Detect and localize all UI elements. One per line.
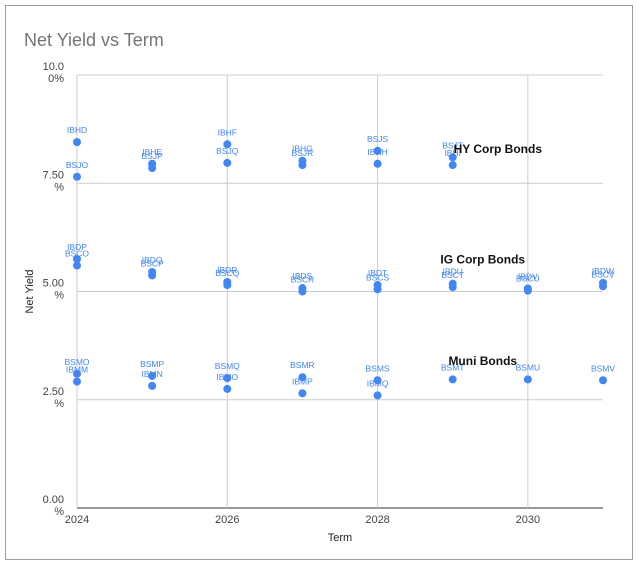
data-point-ibmp[interactable] (298, 389, 307, 398)
point-label-bsmp: BSMP (140, 359, 164, 369)
point-label-ibmm: IBMM (66, 365, 88, 375)
x-tick-label: 2024 (65, 514, 89, 526)
data-point-bscp[interactable] (148, 271, 157, 280)
point-label-ibdt: IBDT (368, 268, 387, 278)
data-point-ibhd[interactable] (73, 138, 81, 147)
y-tick-label: 10.0 (43, 61, 64, 73)
data-points (73, 138, 607, 400)
y-tick-label: 7.50 (43, 169, 64, 181)
point-label-bsmo: BSMO (64, 357, 89, 367)
y-tick-unit: % (54, 506, 64, 518)
data-point-bsjs[interactable] (373, 146, 382, 155)
point-label-bsjt: BSJT (442, 140, 463, 150)
point-label-ibds: IBDS (293, 271, 313, 281)
data-point-bsmv[interactable] (599, 376, 607, 385)
point-label-bsmq: BSMQ (215, 361, 240, 371)
point-label-ibdw: IBDW (592, 266, 614, 276)
point-label-bsmv: BSMV (591, 363, 615, 373)
data-point-bsmt[interactable] (448, 375, 457, 384)
y-tick-label: 5.00 (43, 278, 64, 290)
point-label-ibhi: IBHI (444, 148, 461, 158)
point-label-ibhd: IBHD (67, 125, 87, 135)
data-point-bsmr[interactable] (298, 373, 307, 382)
point-label-ibhf: IBHF (218, 127, 237, 137)
x-axis-ticks: 2024 2026 2028 2030 (65, 514, 540, 526)
point-label-bsmu: BSMU (516, 362, 541, 372)
data-point-ibhh[interactable] (373, 159, 382, 168)
y-axis-title: Net Yield (24, 269, 36, 313)
group-label: Muni Bonds (448, 354, 517, 368)
data-point-ibhf[interactable] (223, 140, 232, 149)
point-label-bsmt: BSMT (441, 362, 465, 372)
data-point-bscr[interactable] (298, 287, 307, 296)
point-label-ibmo: IBMO (216, 372, 238, 382)
point-label-ibmp: IBMP (292, 376, 313, 386)
data-point-bsmo[interactable] (73, 369, 81, 378)
group-label: IG Corp Bonds (440, 252, 525, 266)
point-label-ibdr: IBDR (217, 265, 237, 275)
data-point-bsct[interactable] (448, 283, 457, 292)
point-label-bsjs: BSJS (367, 134, 389, 144)
point-label-bsjr: BSJR (292, 148, 314, 158)
point-label-bscp: BSCP (141, 258, 164, 268)
y-tick-label: 0.00 (43, 494, 64, 506)
data-point-bsjt[interactable] (448, 153, 457, 162)
data-point-bsjr[interactable] (298, 161, 307, 170)
x-tick-label: 2030 (516, 514, 540, 526)
point-label-bsco: BSCO (65, 249, 89, 259)
point-label-ibhh: IBHH (367, 147, 387, 157)
point-label-ibhe: IBHE (142, 147, 162, 157)
group-labels: HY Corp Bonds IG Corp Bonds Muni Bonds (440, 142, 542, 368)
point-label-bscr: BSCR (291, 275, 315, 285)
chart-title: Net Yield vs Term (24, 30, 164, 50)
point-label-bsjo: BSJO (66, 160, 89, 170)
y-axis-ticks: 0.00%2.50%5.00%7.50%10.00% (43, 61, 65, 518)
y-tick-unit: % (54, 181, 64, 193)
y-tick-unit: % (54, 398, 64, 410)
data-point-bsjp[interactable] (148, 164, 157, 173)
point-label-ibdp: IBDP (67, 242, 87, 252)
x-axis-title: Term (328, 532, 352, 544)
point-label-bscq: BSCQ (215, 268, 239, 278)
point-label-ibdq: IBDQ (142, 255, 163, 265)
point-label-bsms: BSMS (366, 363, 390, 373)
y-tick-unit: 0% (48, 73, 64, 85)
data-point-ibmm[interactable] (73, 377, 81, 386)
point-label-ibdu: IBDU (443, 267, 463, 277)
data-point-ibdp[interactable] (73, 255, 81, 264)
y-tick-unit: % (54, 290, 64, 302)
data-point-bsms[interactable] (373, 376, 382, 385)
y-tick-label: 2.50 (43, 386, 64, 398)
x-tick-label: 2028 (365, 514, 389, 526)
point-label-ibhg: IBHG (292, 144, 313, 154)
data-point-bscs[interactable] (373, 285, 382, 294)
data-point-ibmn[interactable] (148, 381, 157, 390)
data-point-bsco[interactable] (73, 261, 81, 270)
data-point-ibmq[interactable] (373, 391, 382, 400)
point-label-bscs: BSCS (366, 272, 389, 282)
point-label-bsmr: BSMR (290, 360, 315, 370)
group-label: HY Corp Bonds (454, 142, 543, 156)
point-label-ibdv: IBDV (518, 271, 538, 281)
point-label-ibmn: IBMN (142, 369, 163, 379)
data-point-bscv[interactable] (599, 282, 607, 291)
data-point-bsjq[interactable] (223, 158, 232, 167)
point-label-bscu: BSCU (516, 274, 540, 284)
data-point-bscq[interactable] (223, 281, 232, 290)
data-point-bsmp[interactable] (148, 371, 157, 380)
x-tick-label: 2026 (215, 514, 239, 526)
point-label-bsct: BSCT (441, 270, 464, 280)
data-point-bsmq[interactable] (223, 374, 232, 383)
data-point-ibhi[interactable] (448, 161, 457, 170)
data-point-bsmu[interactable] (523, 375, 532, 384)
point-label-bsjp: BSJP (142, 151, 164, 161)
data-point-bsjo[interactable] (73, 172, 81, 181)
point-label-bsjq: BSJQ (216, 146, 239, 156)
point-label-bscv: BSCV (591, 269, 614, 279)
point-label-ibmq: IBMQ (367, 378, 389, 388)
data-point-ibmo[interactable] (223, 384, 232, 393)
data-point-bscu[interactable] (523, 286, 532, 295)
